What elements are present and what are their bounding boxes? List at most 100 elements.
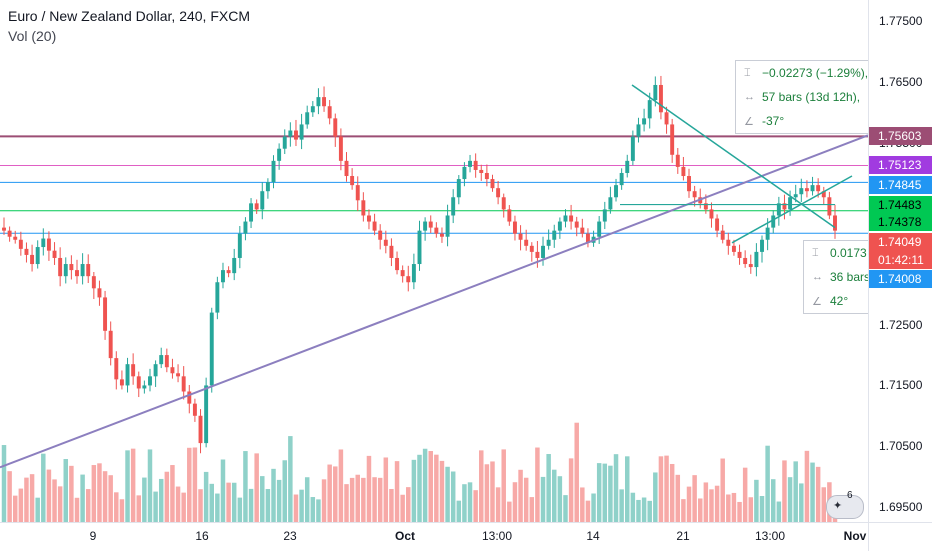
candle-body: [254, 203, 259, 210]
volume-bar: [361, 477, 366, 522]
volume-bar: [265, 489, 271, 522]
candle-body: [636, 124, 641, 137]
measure-1-bars: 57 bars (13d 12h),: [762, 90, 861, 104]
candle-body: [445, 215, 450, 237]
candle-body: [237, 233, 242, 258]
volume-bar: [535, 447, 540, 522]
candle-body: [451, 197, 456, 216]
candle-body: [316, 97, 321, 107]
candle-body: [653, 84, 658, 101]
candle-body: [333, 118, 338, 137]
volume-bar: [417, 454, 422, 522]
candle-body: [439, 233, 444, 237]
candle-body: [490, 179, 495, 189]
candle-body: [597, 221, 602, 237]
volume-bar: [428, 451, 433, 522]
time-tick-label: Nov: [843, 529, 867, 543]
time-axis[interactable]: 9 16 23 Oct 13:00 14 21 13:00 Nov: [0, 522, 868, 551]
candle-body: [265, 182, 270, 192]
candle-body: [91, 276, 96, 289]
time-tick-label: 23: [283, 529, 297, 543]
volume-bar: [484, 464, 490, 522]
candle-body: [788, 197, 793, 210]
volume-bar: [136, 495, 142, 522]
candle-body: [367, 215, 371, 222]
candle-body: [13, 236, 18, 240]
candle-body: [52, 250, 57, 258]
candle-body: [46, 238, 51, 251]
candle-body: [58, 257, 63, 277]
candle-body: [535, 251, 540, 258]
candle-body: [215, 282, 220, 313]
volume-bar: [220, 459, 226, 522]
volume-bar: [389, 488, 394, 522]
events-badge[interactable]: ✦ 6: [826, 490, 864, 519]
time-tick-label: 13:00: [754, 529, 786, 543]
candle-body: [608, 197, 613, 210]
volume-bar: [304, 477, 310, 522]
chart-legend: Euro / New Zealand Dollar, 240, FXCM Vol…: [8, 6, 250, 46]
candle-body: [715, 218, 720, 231]
symbol-title[interactable]: Euro / New Zealand Dollar, 240, FXCM: [8, 8, 250, 24]
calendar-icon: ✦: [833, 500, 843, 512]
price-range-icon: ⌶: [744, 66, 751, 79]
volume-bar: [456, 500, 462, 522]
volume-bar: [450, 471, 456, 522]
candle-body: [743, 257, 748, 265]
volume-bar: [344, 484, 349, 522]
measure-tool-1[interactable]: ⌶ −0.02273 (−1.29%), ↔ 57 bars (13d 12h), …: [735, 60, 877, 134]
volume-bar: [12, 495, 18, 522]
candle-body: [30, 254, 35, 265]
candle-body: [771, 215, 776, 228]
candle-body: [748, 264, 753, 268]
volume-bar: [187, 447, 192, 522]
volume-bar: [754, 479, 759, 522]
candle-body: [804, 188, 809, 192]
volume-bar: [29, 474, 35, 522]
candle-body: [108, 330, 113, 359]
volume-bar: [130, 448, 136, 522]
volume-bar: [394, 461, 400, 522]
volume-bar: [613, 454, 619, 522]
price-tag: 1.74845: [869, 176, 932, 194]
candle-body: [760, 239, 764, 252]
measure-tool-2[interactable]: ⌶ 0.0173 ↔ 36 bars ∠ 42°: [803, 240, 871, 314]
volume-bar: [625, 456, 630, 522]
candle-body: [563, 215, 568, 222]
volume-bar: [254, 453, 259, 522]
volume-bar: [692, 475, 697, 522]
candle-body: [456, 179, 461, 198]
volume-bar: [742, 467, 748, 522]
time-tick-label: 16: [195, 529, 209, 543]
candle-body: [338, 136, 343, 161]
candle-body: [192, 403, 197, 416]
volume-bar: [434, 454, 439, 522]
price-chart[interactable]: [0, 0, 868, 522]
candle-body: [378, 230, 383, 240]
measure-2-angle: 42°: [830, 294, 849, 308]
volume-bar: [209, 483, 214, 522]
volume-bar: [46, 469, 52, 522]
volume-bar: [473, 490, 478, 522]
volume-bar: [669, 463, 675, 522]
candle-body: [827, 197, 832, 216]
candle-body: [580, 227, 585, 234]
volume-bar: [641, 497, 647, 522]
price-axis[interactable]: 1.775001.765001.755001.745001.735001.725…: [868, 0, 932, 522]
candle-body: [406, 276, 411, 283]
candle-body: [97, 288, 102, 298]
volume-indicator-label[interactable]: Vol (20): [8, 28, 57, 44]
price-tick-label: 1.77500: [879, 14, 923, 29]
volume-bar: [243, 451, 248, 522]
candle-body: [468, 160, 472, 167]
candle-body: [574, 221, 579, 228]
price-range-icon: ⌶: [812, 246, 819, 259]
candle-body: [170, 367, 175, 374]
candle-body: [249, 203, 254, 222]
volume-bar: [248, 488, 254, 522]
candle-body: [282, 136, 287, 149]
candle-body: [518, 233, 523, 240]
volume-bar: [338, 449, 344, 522]
volume-bar: [591, 493, 596, 522]
